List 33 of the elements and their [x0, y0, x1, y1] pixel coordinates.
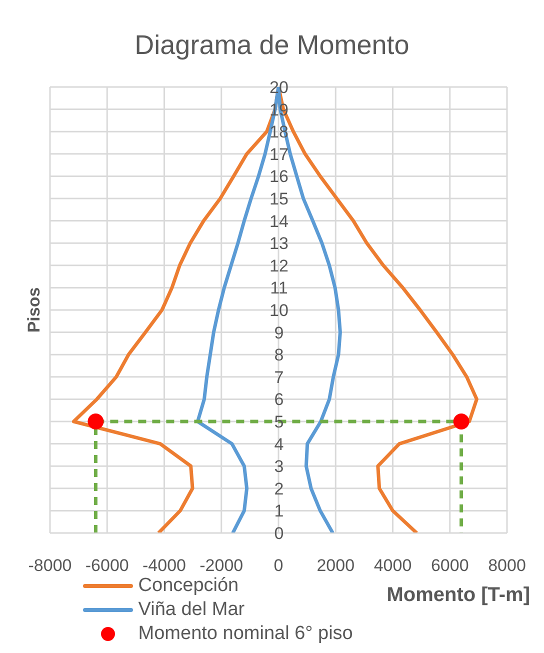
x-tick-label: 4000	[374, 556, 412, 576]
y-tick-label: 7	[274, 368, 284, 387]
y-axis-title: Pisos	[24, 287, 45, 333]
y-tick-label: 10	[270, 301, 288, 320]
y-tick-label: 17	[270, 144, 288, 164]
y-tick-label: 20	[270, 78, 288, 97]
y-tick-label: 15	[270, 190, 288, 208]
x-tick-label: -4000	[142, 556, 186, 576]
x-tick-label: 2000	[316, 556, 355, 576]
y-tick-label: 11	[270, 278, 288, 298]
x-tick-label: 6000	[430, 556, 469, 576]
y-tick-label: 14	[270, 212, 288, 231]
y-tick-label: 19	[270, 100, 288, 120]
x-tick-label: 8000	[488, 556, 526, 576]
y-tick-label: 8	[274, 346, 284, 365]
x-axis-title: Momento [T-m]	[386, 584, 530, 607]
x-tick-label: -8000	[28, 556, 72, 576]
chart-title: Diagrama de Momento	[134, 30, 410, 61]
y-tick-label: 3	[274, 457, 284, 476]
legend-label: Momento nominal 6° piso	[138, 623, 353, 644]
y-tick-label: 2	[274, 479, 284, 498]
x-tick-label: -2000	[200, 556, 244, 576]
y-tick-label: 16	[270, 167, 288, 186]
x-tick-label: -6000	[85, 556, 129, 576]
y-tick-label: 13	[270, 234, 288, 254]
legend-label: Viña del Mar	[138, 599, 245, 620]
y-tick-label: 0	[274, 524, 284, 543]
y-tick-label: 6	[274, 390, 284, 410]
y-tick-label: 4	[274, 434, 284, 454]
legend-label: Concepción	[138, 575, 239, 596]
y-tick-label: 9	[274, 323, 284, 342]
y-tick-label: 1	[274, 502, 284, 521]
y-tick-label: 12	[270, 256, 288, 276]
